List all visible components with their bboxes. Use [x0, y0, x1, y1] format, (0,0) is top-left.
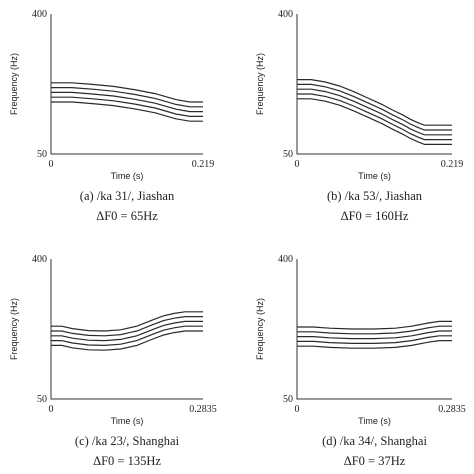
x-tick-label: 0.2835	[438, 404, 466, 415]
axes-frame	[50, 259, 203, 400]
series-line-4	[297, 93, 452, 141]
series-line-2	[297, 325, 452, 335]
x-tick-label: 0.219	[192, 159, 215, 170]
delta-f0-label: ΔF0 = 160Hz	[341, 209, 409, 223]
chart-panel-a: 400 500 0.219 Time (s) Frequency (Hz) (a) /ka…	[9, 9, 214, 223]
series-line-2	[297, 83, 452, 131]
series-line-5	[51, 101, 203, 122]
x-axis-label: Time (s)	[111, 171, 144, 181]
series-line-4	[51, 325, 203, 347]
x-axis-label: Time (s)	[358, 171, 391, 181]
y-tick-label: 400	[32, 9, 47, 20]
y-tick-label: 400	[32, 254, 47, 265]
y-tick-label: 50	[37, 149, 47, 160]
x-tick-label: 0.2835	[189, 404, 217, 415]
axes-frame	[296, 259, 452, 400]
series-line-3	[297, 330, 452, 340]
x-axis-label: Time (s)	[358, 416, 391, 426]
axes-frame	[50, 14, 203, 155]
y-axis-label: Frequency (Hz)	[9, 298, 19, 360]
delta-f0-label: ΔF0 = 135Hz	[93, 454, 161, 468]
y-axis-label: Frequency (Hz)	[9, 53, 19, 115]
x-axis-label: Time (s)	[111, 416, 144, 426]
y-axis-label: Frequency (Hz)	[255, 298, 265, 360]
series-line-4	[51, 96, 203, 117]
series-line-3	[51, 91, 203, 113]
y-tick-label: 400	[278, 9, 293, 20]
series-line-3	[297, 88, 452, 136]
series-line-1	[51, 82, 203, 103]
x-tick-label: 0	[295, 159, 300, 170]
series-line-3	[51, 320, 203, 342]
series-line-5	[297, 98, 452, 145]
series-line-2	[51, 316, 203, 337]
chart-panel-d: 400 500 0.2835 Time (s) Frequency (Hz) (d) /k…	[255, 254, 466, 468]
delta-f0-label: ΔF0 = 65Hz	[96, 209, 158, 223]
panel-caption: (a) /ka 31/, Jiashan	[80, 189, 175, 203]
series-line-2	[51, 87, 203, 108]
chart-panel-c: 400 500 0.2835 Time (s) Frequency (Hz) (c) /k…	[9, 254, 217, 468]
axes-frame	[296, 14, 452, 155]
x-tick-label: 0	[295, 404, 300, 415]
delta-f0-label: ΔF0 = 37Hz	[344, 454, 406, 468]
series-line-1	[297, 320, 452, 330]
y-tick-label: 400	[278, 254, 293, 265]
panel-caption: (d) /ka 34/, Shanghai	[322, 434, 427, 448]
series-line-1	[297, 79, 452, 126]
x-tick-label: 0	[49, 159, 54, 170]
panel-caption: (c) /ka 23/, Shanghai	[75, 434, 180, 448]
x-tick-label: 0.219	[441, 159, 464, 170]
chart-panel-b: 400 500 0.219 Time (s) Frequency (Hz) (b) /ka…	[255, 9, 463, 223]
y-tick-label: 50	[37, 394, 47, 405]
panel-caption: (b) /ka 53/, Jiashan	[327, 189, 423, 203]
series-line-4	[297, 335, 452, 344]
y-axis-label: Frequency (Hz)	[255, 53, 265, 115]
y-tick-label: 50	[283, 149, 293, 160]
series-line-5	[51, 330, 203, 351]
x-tick-label: 0	[49, 404, 54, 415]
series-line-5	[297, 340, 452, 349]
y-tick-label: 50	[283, 394, 293, 405]
series-line-1	[51, 311, 203, 332]
